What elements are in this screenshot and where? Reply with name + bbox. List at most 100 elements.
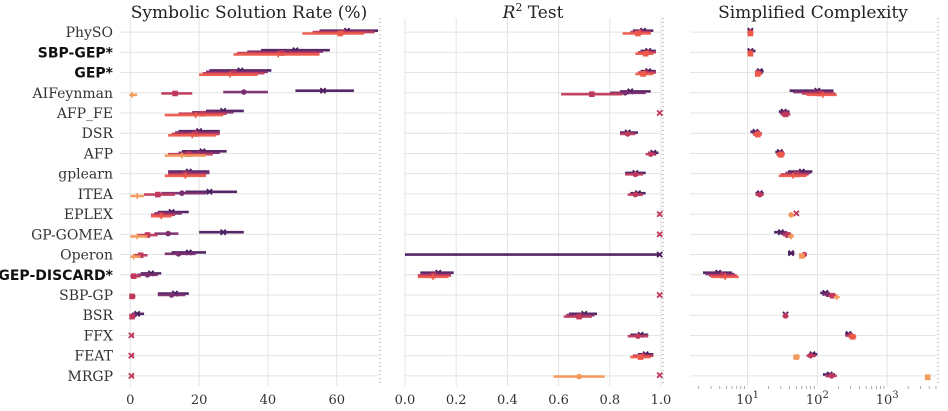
data-point-plus — [819, 91, 826, 98]
data-point-square — [230, 70, 237, 77]
data-point-square — [635, 30, 641, 37]
data-point-circle — [635, 333, 641, 339]
data-point-plus — [182, 172, 189, 179]
data-point-x — [128, 332, 135, 339]
x-tick-label: 0.4 — [497, 393, 518, 408]
x-tick-base: 10 — [736, 393, 753, 408]
data-point-x — [319, 87, 327, 94]
x-tick-base: 0.8 — [599, 393, 620, 408]
data-point-plus — [130, 253, 137, 260]
data-point-square — [192, 131, 199, 137]
data-point-circle — [622, 89, 628, 96]
data-point-square — [785, 232, 791, 238]
method-label: DSR — [82, 126, 114, 142]
data-point-square — [589, 91, 595, 97]
title-superscript: 2 — [515, 1, 522, 14]
data-point-square — [637, 354, 644, 360]
data-point-square — [155, 191, 161, 198]
data-point-plus — [833, 294, 840, 301]
method-label: AFP — [83, 146, 113, 162]
x-tick-label: 103 — [876, 390, 899, 408]
data-point-square — [337, 30, 343, 37]
data-point-square — [186, 151, 192, 157]
data-point-square — [137, 252, 144, 259]
data-point-plus — [430, 273, 437, 280]
data-point-plus — [134, 233, 141, 240]
x-tick-base: 40 — [260, 393, 277, 408]
data-point-plus — [788, 233, 795, 240]
data-point-plus — [129, 91, 136, 98]
data-point-plus — [227, 71, 234, 78]
method-label: SBP-GEP* — [38, 45, 114, 61]
x-tick-label: 60 — [328, 393, 345, 408]
panel-title: R2 Test — [502, 1, 564, 23]
data-point-circle — [647, 151, 654, 157]
data-point-x — [787, 249, 795, 257]
data-point-circle — [175, 251, 182, 257]
x-tick-exponent: 2 — [822, 390, 828, 401]
panel-title: Symbolic Solution Rate (%) — [131, 3, 367, 23]
x-tick-label: 20 — [191, 393, 208, 408]
method-label: gplearn — [58, 167, 113, 183]
data-point-square — [199, 110, 206, 117]
data-point-plus — [192, 112, 199, 119]
method-label: AIFeynman — [32, 86, 113, 102]
method-label: FEAT — [74, 349, 113, 365]
x-tick-label: 0.0 — [395, 393, 416, 408]
x-tick-base: 0.4 — [497, 393, 518, 408]
data-point-plus — [722, 273, 729, 280]
data-point-x — [128, 372, 135, 380]
data-point-square — [754, 131, 761, 138]
method-label: PhySO — [66, 25, 113, 41]
data-point-circle — [782, 313, 789, 319]
data-point-circle — [165, 230, 171, 237]
method-label: GEP-DISCARD* — [0, 268, 114, 284]
x-tick-label: 0 — [126, 393, 134, 408]
data-point-plus — [158, 213, 165, 220]
data-point-plus — [790, 172, 797, 179]
x-tick-label: 101 — [736, 390, 759, 408]
data-point-square — [924, 374, 931, 381]
data-point-circle — [624, 131, 631, 137]
data-point-circle — [632, 171, 639, 178]
data-point-square — [640, 71, 646, 77]
data-point-square — [576, 313, 582, 320]
data-point-plus — [275, 51, 282, 58]
title-part: Test — [522, 3, 563, 23]
method-label: MRGP — [68, 369, 113, 385]
method-label: BSR — [83, 308, 114, 324]
x-tick-label: 1.0 — [651, 393, 672, 408]
method-label: SBP-GP — [59, 288, 113, 304]
method-label: GEP* — [74, 66, 113, 82]
data-point-square — [849, 334, 856, 340]
data-point-x — [656, 291, 663, 299]
data-point-circle — [632, 191, 639, 198]
x-tick-label: 0.6 — [548, 393, 569, 408]
data-point-x — [206, 188, 213, 196]
method-label: ITEA — [78, 187, 114, 203]
data-point-circle — [788, 212, 794, 218]
data-point-circle — [807, 352, 814, 359]
x-tick-base: 0.2 — [446, 393, 467, 408]
x-tick-exponent: 1 — [753, 390, 759, 401]
data-point-square — [642, 50, 649, 57]
data-point-square — [793, 354, 800, 360]
data-point-square — [130, 273, 137, 279]
data-point-square — [793, 171, 800, 178]
method-label: FFX — [84, 328, 113, 344]
x-tick-exponent: 3 — [892, 390, 898, 401]
data-point-square — [778, 152, 784, 158]
data-point-square — [747, 50, 754, 57]
data-point-x — [656, 231, 663, 238]
data-point-circle — [828, 373, 835, 379]
data-point-square — [747, 30, 754, 37]
data-point-x — [219, 228, 227, 236]
x-tick-base: 1.0 — [651, 393, 672, 408]
method-label-column: PhySO SBP-GEP* GEP* AIFeynman AFP_FE DSR AFP gp… — [0, 25, 114, 385]
data-point-square — [829, 292, 836, 299]
x-tick-label: 40 — [260, 393, 277, 408]
data-point-x — [656, 210, 663, 218]
x-tick-base: 10 — [806, 393, 823, 408]
data-point-square — [799, 253, 805, 259]
